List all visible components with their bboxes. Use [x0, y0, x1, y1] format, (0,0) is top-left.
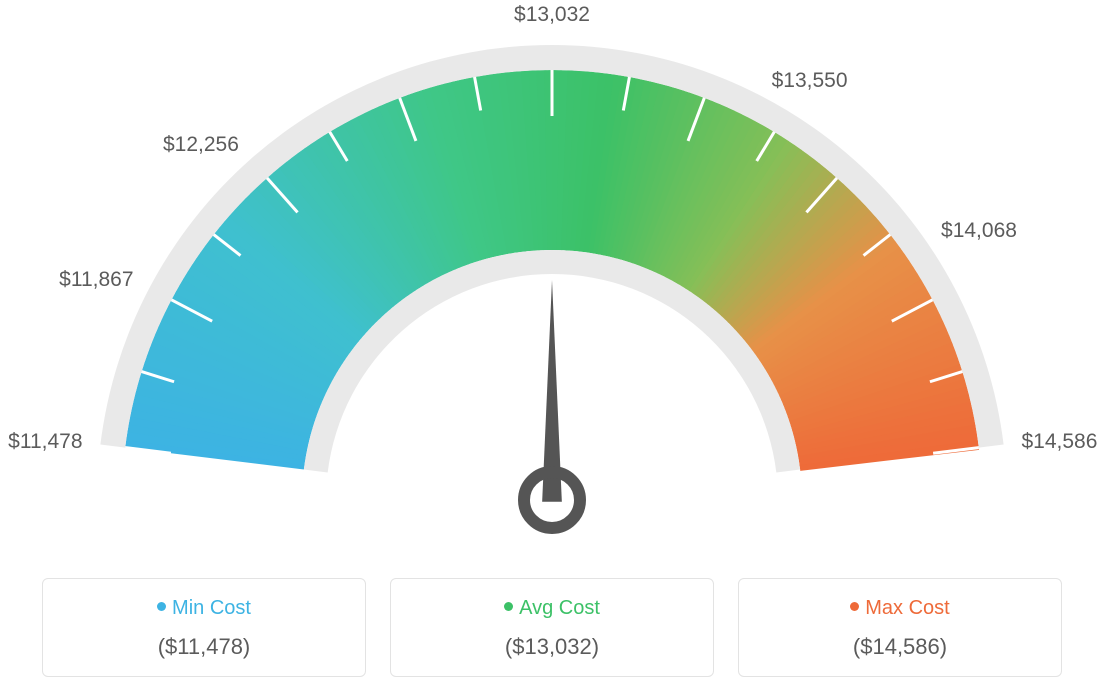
gauge-area: $11,478 $11,867 $12,256 $13,032 $13,550 $14,0… — [0, 0, 1104, 560]
card-value: ($11,478) — [43, 634, 365, 660]
card-label-text: Min Cost — [172, 597, 251, 619]
gauge-tick-label: $14,068 — [941, 219, 1017, 243]
max-cost-card: Max Cost ($14,586) — [738, 578, 1062, 677]
card-dot-icon — [157, 602, 166, 611]
card-title: Min Cost — [43, 597, 365, 620]
card-dot-icon — [850, 602, 859, 611]
gauge-tick-label: $13,032 — [514, 3, 590, 27]
gauge-tick-label: $14,586 — [1021, 430, 1097, 454]
card-value: ($13,032) — [391, 634, 713, 660]
card-value: ($14,586) — [739, 634, 1061, 660]
card-title: Max Cost — [739, 597, 1061, 620]
cost-gauge-infographic: $11,478 $11,867 $12,256 $13,032 $13,550 $14,0… — [0, 0, 1104, 690]
card-label-text: Max Cost — [865, 597, 949, 619]
gauge-tick-label: $11,867 — [59, 268, 133, 292]
gauge-tick-label: $12,256 — [163, 133, 239, 157]
cost-summary-cards: Min Cost ($11,478) Avg Cost ($13,032) Max Co… — [42, 578, 1062, 677]
card-dot-icon — [504, 602, 513, 611]
avg-cost-card: Avg Cost ($13,032) — [390, 578, 714, 677]
min-cost-card: Min Cost ($11,478) — [42, 578, 366, 677]
gauge-tick-label: $13,550 — [772, 69, 848, 93]
gauge-tick-label: $11,478 — [8, 430, 82, 454]
gauge-svg — [0, 0, 1104, 560]
card-label-text: Avg Cost — [519, 597, 600, 619]
card-title: Avg Cost — [391, 597, 713, 620]
